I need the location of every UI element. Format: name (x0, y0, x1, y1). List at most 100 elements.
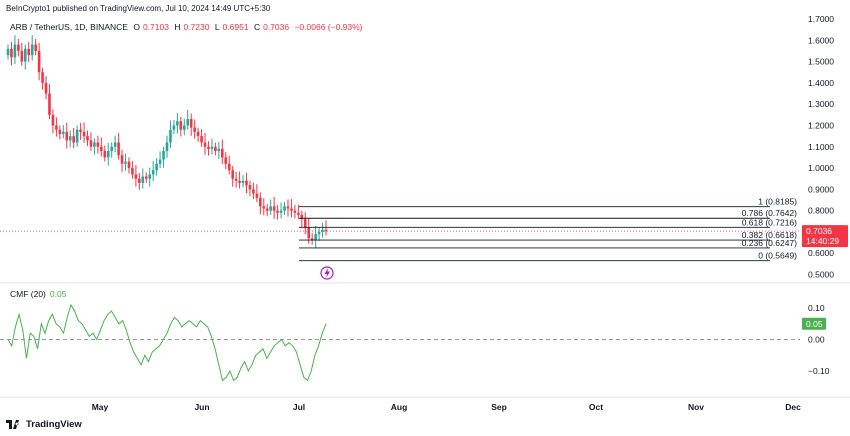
candle-body (37, 50, 41, 73)
cmf-badge-bg (802, 317, 826, 330)
candle-body (158, 159, 162, 164)
candle-body (34, 44, 37, 51)
time-axis[interactable]: May Jun Jul Aug Sep Oct Nov Dec (92, 402, 801, 412)
candle-body (293, 210, 297, 213)
candle-body (186, 119, 190, 126)
candle-body (314, 234, 317, 241)
candle-body (131, 168, 134, 175)
candle-body (134, 174, 138, 179)
candle-body (117, 142, 120, 156)
candle-body (262, 206, 266, 209)
candle-body (20, 50, 24, 62)
candle-body (227, 163, 231, 171)
high-value: 0.7230 (183, 22, 210, 32)
candle-body (27, 48, 31, 56)
candle-body (144, 176, 148, 179)
price-axis[interactable]: 1.7000 1.6000 1.5000 1.4000 1.3000 1.2000 1.10… (808, 14, 834, 280)
low-label: L (214, 22, 220, 32)
cmf-tick-label: 0.00 (808, 335, 825, 345)
candle-body (259, 197, 262, 207)
candle-body (110, 146, 113, 152)
candle-body (23, 48, 27, 62)
candle-body (10, 48, 13, 58)
price-tick-label: 1.7000 (808, 14, 834, 24)
fib-level-label: 0.618 (0.7216) (742, 217, 797, 227)
cmf-badge-value: 0.05 (806, 319, 823, 329)
candle-body (297, 212, 300, 215)
candle-body (269, 206, 272, 211)
change-value: −0.0066 (−0.93%) (294, 22, 363, 32)
candle-body (151, 170, 155, 175)
tradingview-brand: TradingView (26, 419, 82, 430)
candle-body (286, 206, 290, 209)
candle-body (162, 151, 165, 160)
candle-body (58, 129, 62, 134)
candle-body (44, 82, 48, 94)
cmf-line (7, 303, 327, 382)
fib-level-label: 0.236 (0.6247) (742, 238, 797, 248)
candle-body (51, 114, 55, 126)
candle-body (238, 180, 241, 183)
candle-body (196, 131, 200, 137)
candle-body (303, 219, 307, 228)
tradingview-logo[interactable]: TradingView (6, 419, 82, 430)
candle-body (13, 44, 17, 58)
fib-level-label: 0.786 (0.7642) (742, 208, 797, 218)
candle-body (324, 229, 328, 232)
candle-body (310, 238, 314, 241)
candle-body (127, 161, 131, 169)
month-tick-label: May (92, 402, 109, 412)
price-badge-bg (802, 225, 848, 248)
candle-body (17, 44, 20, 51)
candle-body (165, 142, 169, 152)
month-tick-label: Jul (293, 402, 305, 412)
candle-body (182, 125, 186, 130)
candle-body (214, 146, 217, 152)
fib-level-label: 0.382 (0.6618) (742, 230, 797, 240)
cmf-label: CMF (20) (10, 289, 46, 299)
cmf-tick-label: 0.10 (808, 303, 825, 313)
candle-body (65, 131, 69, 141)
candle-body (100, 146, 103, 152)
candle-body (89, 140, 93, 147)
price-tick-label: 1.5000 (808, 57, 834, 67)
candle-body (179, 121, 183, 130)
candle-body (79, 129, 82, 132)
candle-body (248, 185, 252, 190)
candle-body (120, 155, 124, 164)
candle-body (72, 136, 75, 143)
month-tick-label: Jun (194, 402, 209, 412)
candle-body (62, 131, 65, 134)
candle-body (155, 163, 158, 171)
price-tick-label: 0.8000 (808, 206, 834, 216)
month-tick-label: Nov (688, 402, 704, 412)
close-value: 0.7036 (263, 22, 290, 32)
month-tick-label: Oct (589, 402, 603, 412)
cmf-axis[interactable]: 0.10 0.00 −0.10 (808, 303, 830, 376)
candle-body (6, 48, 10, 56)
candle-body (172, 125, 176, 130)
cmf-legend[interactable]: CMF (20) 0.05 (10, 289, 66, 299)
candlestick-series (0, 35, 800, 280)
close-label: C (253, 22, 261, 32)
candle-body (41, 72, 44, 83)
candle-body (210, 146, 214, 149)
candle-body (141, 176, 145, 183)
symbol-legend[interactable]: ARB / TetherUS, 1D, BINANCE O 0.7103 H 0.7… (10, 22, 366, 32)
candle-body (148, 174, 152, 179)
chart-grid (0, 282, 850, 398)
price-tick-label: 1.6000 (808, 35, 834, 45)
candle-body (224, 157, 228, 164)
price-tick-label: 0.6000 (808, 248, 834, 258)
price-badge-value: 0.7036 (806, 226, 832, 236)
fibonacci-retracement: 1 (0.8185)0.786 (0.7642)0.618 (0.7216) 0.… (299, 197, 797, 262)
month-tick-label: Dec (785, 402, 801, 412)
candle-body (276, 210, 279, 213)
candle-body (200, 136, 203, 143)
candle-body (321, 229, 324, 232)
candle-body (113, 142, 117, 147)
candle-body (169, 129, 172, 143)
price-badge-countdown: 14:40:29 (806, 236, 839, 246)
candle-body (30, 44, 34, 56)
